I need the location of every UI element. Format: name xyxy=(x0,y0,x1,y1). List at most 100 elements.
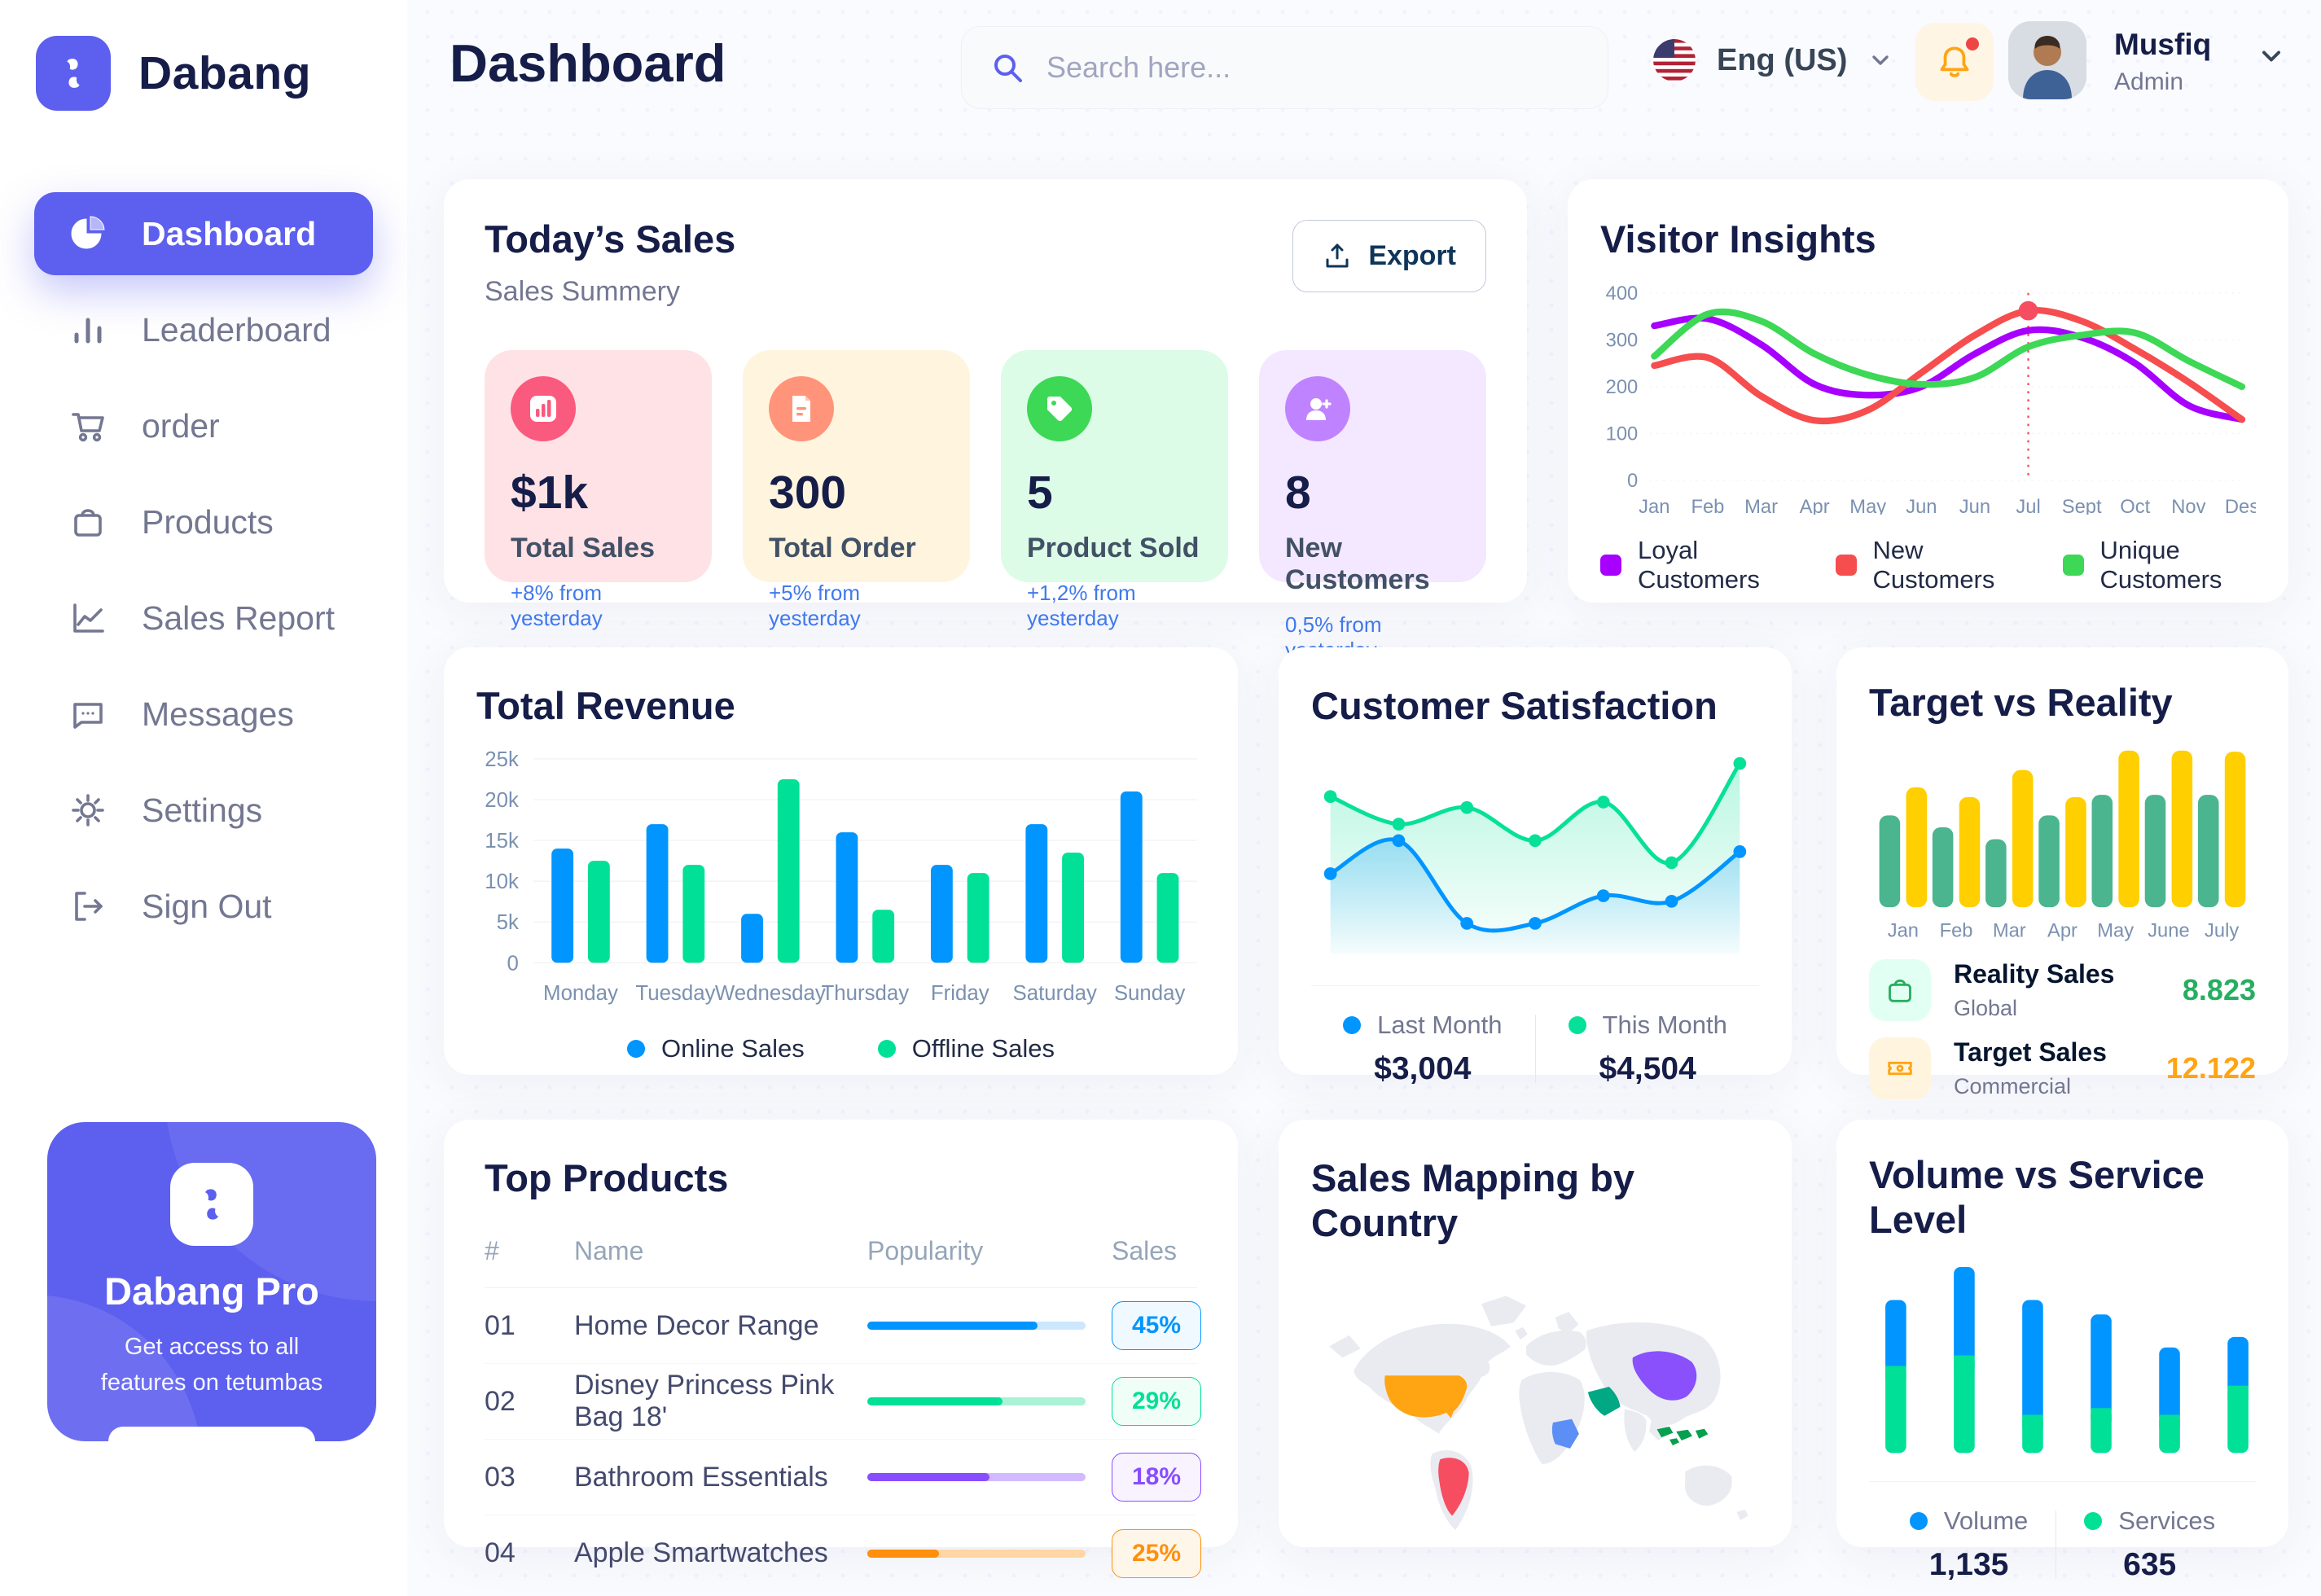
sidebar-item-label: Sales Report xyxy=(142,598,336,637)
legend-item: Last Month xyxy=(1343,1011,1503,1040)
product-name: Apple Smartwatches xyxy=(574,1537,828,1568)
sidebar-item-label: Settings xyxy=(142,791,263,829)
svg-text:Jun: Jun xyxy=(1959,496,1990,515)
brand-logo-icon xyxy=(36,36,111,111)
svg-text:Saturday: Saturday xyxy=(1012,982,1096,1005)
cart-icon xyxy=(68,406,107,445)
column-header: Name xyxy=(574,1236,644,1265)
user-chevron-down-icon[interactable] xyxy=(2257,42,2285,74)
stat-value: 5 xyxy=(1027,467,1053,519)
legend-label: Online Sales xyxy=(661,1034,805,1063)
user-menu[interactable]: Musfiq Admin xyxy=(2114,28,2211,96)
sales-badge: 25% xyxy=(1112,1528,1202,1578)
svg-text:25k: 25k xyxy=(485,748,519,771)
table-row[interactable]: 01 Home Decor Range 45% xyxy=(485,1288,1202,1364)
sidebar-item-messages[interactable]: Messages xyxy=(34,673,373,756)
divider xyxy=(1534,1015,1536,1083)
sidebar-item-settings[interactable]: Settings xyxy=(34,769,373,852)
sidebar-item-sales-report[interactable]: Sales Report xyxy=(34,577,373,660)
row-number: 02 xyxy=(485,1385,516,1417)
stat-delta: +1,2% from yesterday xyxy=(1027,581,1136,630)
legend-dot xyxy=(1343,1016,1362,1034)
stat-card-total-order: 300 Total Order +5% from yesterday xyxy=(743,350,970,630)
svg-text:15k: 15k xyxy=(485,830,519,853)
pro-logo-icon xyxy=(170,1163,253,1246)
volume-vs-service-card: Volume vs Service Level Volume 1,135 Ser… xyxy=(1836,1120,2288,1582)
svg-text:Mar: Mar xyxy=(1993,921,2026,942)
stat-value: $1k xyxy=(511,467,589,519)
total-revenue-chart: 0 5k 10k 15k 20k 25k Monday Tuesday WednesdayThu… xyxy=(485,748,1197,1005)
pro-subtitle: Get access to all features on tetumbas xyxy=(100,1334,323,1396)
bag-icon xyxy=(68,502,107,542)
chevron-down-icon xyxy=(1868,48,1893,72)
legend-value: 1,135 xyxy=(1928,1547,2009,1582)
legend-label: Target Sales xyxy=(1954,1037,2107,1067)
top-products-title: Top Products xyxy=(485,1156,729,1199)
sidebar-item-products[interactable]: Products xyxy=(34,480,373,563)
svg-text:20k: 20k xyxy=(485,789,519,812)
table-row[interactable]: 03 Bathroom Essentials 18% xyxy=(485,1440,1202,1515)
legend-item: This Month xyxy=(1568,1011,1727,1040)
legend-item: New Customers xyxy=(1835,536,2006,594)
product-name: Bathroom Essentials xyxy=(574,1461,828,1493)
sidebar-item-leaderboard[interactable]: Leaderboard xyxy=(34,288,373,371)
target-vs-reality-chart: Jan Feb Mar Apr May June July xyxy=(1879,750,2246,942)
svg-text:Jan: Jan xyxy=(1639,496,1669,515)
svg-text:Wednesday: Wednesday xyxy=(715,982,826,1005)
sidebar-item-sign-out[interactable]: Sign Out xyxy=(34,865,373,948)
stat-value: 300 xyxy=(769,467,847,519)
legend-label: Offline Sales xyxy=(911,1034,1055,1063)
stat-label: Total Order xyxy=(769,533,916,563)
sidebar-item-order[interactable]: order xyxy=(34,384,373,467)
legend-label: Last Month xyxy=(1377,1011,1503,1039)
legend-stat: Last Month $3,004 xyxy=(1343,1011,1503,1087)
legend-dot xyxy=(627,1040,645,1058)
get-pro-button[interactable]: Get Pro xyxy=(107,1427,316,1441)
visitor-insights-card: Visitor Insights 400 300 200 100 0 Jan Feb Mar A… xyxy=(1568,179,2288,603)
column-header: # xyxy=(485,1236,499,1265)
sidebar-item-label: Sign Out xyxy=(142,887,272,925)
us-flag-icon xyxy=(1653,39,1696,81)
svg-text:5k: 5k xyxy=(497,911,519,934)
legend-label: Unique Customers xyxy=(2099,536,2222,594)
sales-badge: 18% xyxy=(1112,1453,1202,1502)
legend-dot xyxy=(2084,1512,2103,1530)
stat-delta: +8% from yesterday xyxy=(511,581,603,630)
table-row[interactable]: 02 Disney Princess Pink Bag 18' 29% xyxy=(485,1364,1202,1440)
notifications-button[interactable] xyxy=(1915,23,1994,101)
svg-text:Feb: Feb xyxy=(1691,496,1724,515)
stat-card-total-sales: $1k Total Sales +8% from yesterday xyxy=(485,350,712,630)
volume-vs-service-chart xyxy=(1885,1266,2249,1454)
legend-swatch xyxy=(2062,555,2084,576)
svg-text:100: 100 xyxy=(1606,423,1639,445)
row-number: 04 xyxy=(485,1537,516,1568)
stat-label: Total Sales xyxy=(511,533,655,563)
sidebar-item-label: Messages xyxy=(142,695,294,733)
user-plus-icon xyxy=(1285,376,1350,441)
legend-sublabel: Commercial xyxy=(1954,1074,2072,1098)
sidebar-item-label: Leaderboard xyxy=(142,310,331,349)
table-row[interactable]: 04 Apple Smartwatches 25% xyxy=(485,1515,1202,1591)
volume-vs-service-title: Volume vs Service Level xyxy=(1869,1153,2205,1241)
todays-sales-card: Today’s Sales Sales Summery Export $1k T… xyxy=(444,179,1527,662)
legend-item: Loyal Customers xyxy=(1600,536,1779,594)
export-button[interactable]: Export xyxy=(1292,220,1486,292)
sidebar-item-dashboard[interactable]: Dashboard xyxy=(34,192,373,275)
popularity-bar xyxy=(867,1473,1086,1481)
legend-value: $4,504 xyxy=(1599,1051,1696,1086)
avatar[interactable] xyxy=(2008,21,2086,99)
language-selector[interactable]: Eng (US) xyxy=(1653,39,1893,81)
svg-text:Feb: Feb xyxy=(1940,921,1973,942)
sidebar-menu: Dashboard Leaderboard order xyxy=(0,192,407,948)
legend-swatch xyxy=(1835,555,1857,576)
export-label: Export xyxy=(1368,240,1456,271)
legend-label: Reality Sales xyxy=(1954,959,2115,989)
legend-dot xyxy=(1909,1512,1928,1530)
legend-stat: Services 635 xyxy=(2084,1506,2215,1583)
tag-icon xyxy=(1027,376,1092,441)
visitor-insights-title: Visitor Insights xyxy=(1600,217,1876,261)
product-name: Home Decor Range xyxy=(574,1309,819,1341)
search-input[interactable] xyxy=(1046,50,1580,85)
svg-text:Friday: Friday xyxy=(931,982,989,1005)
